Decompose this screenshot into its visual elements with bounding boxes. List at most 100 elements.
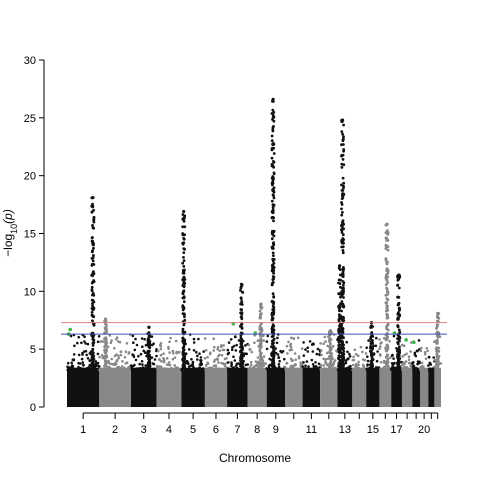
snp-point [116, 367, 119, 370]
peak-snp-point [342, 305, 346, 308]
snp-point [70, 361, 73, 365]
peak-snp-point [91, 292, 95, 295]
peak-snp-point [435, 347, 438, 350]
x-tick-label: 11 [306, 424, 317, 436]
snp-point [124, 368, 127, 372]
snp-point [88, 359, 92, 363]
peak-snp-point [181, 327, 185, 331]
snp-point [69, 334, 73, 338]
peak-snp-point [182, 237, 186, 240]
snp-point [173, 364, 176, 367]
snp-point [247, 343, 251, 347]
snp-point [192, 341, 196, 344]
peak-snp-point [91, 314, 95, 318]
snp-point [156, 349, 160, 353]
snp-point [221, 348, 224, 352]
chromosome-21-baseline-band [428, 367, 435, 407]
snp-point [382, 368, 385, 371]
snp-point [305, 360, 309, 363]
snp-point [228, 367, 231, 371]
peak-snp-point [342, 123, 345, 127]
snp-point [131, 353, 134, 356]
peak-snp-point [272, 345, 276, 348]
snp-point [216, 346, 220, 349]
snp-point [421, 368, 424, 372]
snp-point [152, 362, 156, 366]
peak-snp-point [396, 349, 399, 353]
snp-point [293, 352, 297, 355]
snp-point [161, 368, 164, 372]
snp-point [276, 336, 279, 340]
peak-snp-point [181, 336, 185, 340]
peak-snp-point [339, 295, 342, 299]
peak-snp-point [272, 310, 276, 314]
peak-snp-point [386, 239, 390, 242]
snp-point [91, 368, 94, 372]
snp-point [354, 353, 358, 356]
peak-snp-point [182, 356, 186, 360]
peak-snp-point [386, 260, 389, 264]
peak-snp-point [435, 349, 438, 353]
snp-point [363, 358, 367, 362]
snp-point [140, 360, 144, 363]
peak-snp-point [436, 319, 439, 323]
snp-point [380, 341, 383, 344]
snp-point [291, 367, 295, 371]
peak-snp-point [91, 226, 95, 230]
peak-snp-point [435, 360, 439, 364]
snp-point [265, 347, 269, 351]
snp-point [253, 368, 257, 372]
peak-snp-point [398, 348, 401, 352]
snp-point [322, 368, 326, 372]
peak-snp-point [91, 364, 95, 367]
snp-point [413, 353, 417, 356]
peak-snp-point [271, 334, 275, 338]
snp-point [223, 364, 227, 368]
x-tick-label: 1 [80, 424, 86, 436]
peak-snp-point [386, 292, 390, 296]
peak-snp-point [435, 364, 439, 368]
peak-snp-point [341, 336, 345, 340]
snp-point [119, 368, 122, 372]
peak-snp-point [339, 285, 342, 289]
peak-snp-point [385, 343, 389, 347]
snp-point [401, 355, 405, 358]
snp-point [285, 362, 288, 365]
snp-point [324, 361, 327, 364]
peak-snp-point [103, 331, 107, 335]
peak-snp-point [369, 349, 372, 353]
snp-point [173, 356, 177, 360]
y-tick-label: 15 [24, 229, 36, 241]
snp-point [283, 357, 286, 361]
peak-snp-point [435, 338, 439, 342]
snp-point [379, 368, 382, 372]
snp-point [81, 351, 84, 355]
chromosome-19-baseline-band [412, 367, 420, 407]
snp-point [319, 367, 323, 371]
snp-point [414, 366, 418, 370]
snp-point [83, 335, 86, 339]
snp-point [70, 364, 74, 368]
peak-snp-point [92, 280, 96, 283]
snp-point [109, 341, 113, 345]
peak-snp-point [147, 364, 151, 368]
snp-point [80, 357, 84, 361]
snp-point [233, 359, 237, 362]
peak-snp-point [272, 203, 276, 207]
snp-point [143, 337, 146, 341]
peak-snp-point [272, 359, 276, 363]
snp-point [231, 366, 234, 370]
snp-point [366, 355, 369, 359]
snp-point [135, 343, 139, 347]
snp-point [274, 367, 277, 370]
peak-snp-point [386, 357, 390, 361]
snp-point [86, 357, 90, 360]
peak-snp-point [260, 307, 263, 310]
chromosome-20-baseline-band [420, 367, 429, 407]
snp-point [391, 362, 395, 366]
peak-snp-point [239, 323, 243, 327]
snp-point [312, 366, 316, 369]
snp-point [98, 365, 101, 368]
chromosome-18-baseline-band [401, 367, 413, 407]
snp-point [144, 364, 147, 367]
